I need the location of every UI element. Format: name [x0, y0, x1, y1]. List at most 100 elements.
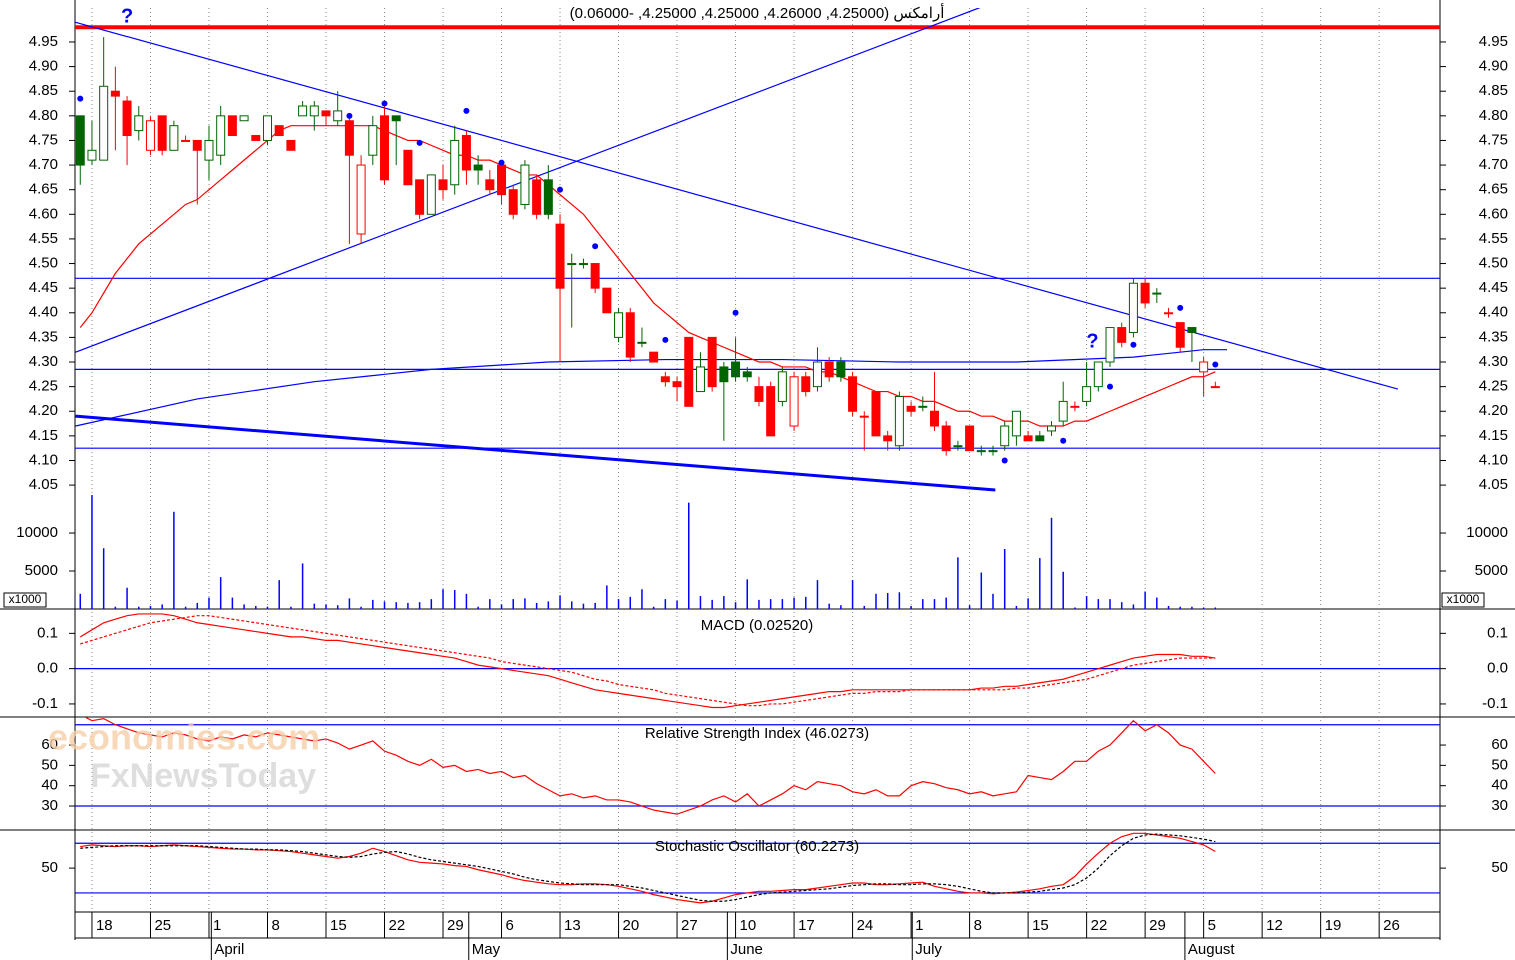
watermark: economies.com	[48, 717, 320, 758]
y-tick-label: 4.35	[1479, 328, 1508, 345]
candle-body	[602, 287, 612, 314]
y-tick-label: 40	[41, 777, 58, 794]
y-tick-label: 4.70	[1479, 156, 1508, 173]
annotation: ?	[121, 6, 133, 28]
y-tick-label: 4.90	[29, 58, 58, 75]
candle-body	[239, 115, 249, 122]
x-tick-label: 15	[330, 917, 347, 934]
candle-body	[344, 120, 354, 156]
panel	[79, 495, 1217, 609]
x-tick-label: 18	[96, 917, 113, 934]
candle-body	[1058, 400, 1068, 422]
candle-body	[812, 361, 822, 388]
y-tick-label: 4.30	[1479, 353, 1508, 370]
candle-body	[75, 115, 85, 166]
candle-body	[871, 391, 881, 437]
candle-body	[391, 115, 401, 122]
candle-body	[485, 179, 495, 191]
y-tick-label: 4.85	[1479, 82, 1508, 99]
fractal-dot	[1107, 383, 1114, 390]
candle-body	[883, 435, 893, 442]
candle-body	[672, 381, 682, 388]
y-tick-label: 0.0	[37, 660, 58, 677]
x-tick-label: 17	[798, 917, 815, 934]
y-tick-label: 0.1	[37, 624, 58, 641]
panel-title: MACD (0.02520)	[701, 617, 814, 634]
candle-body	[1035, 435, 1045, 442]
candle-body	[555, 223, 565, 289]
y-tick-label: 4.05	[1479, 476, 1508, 493]
y-tick-label: 4.70	[29, 156, 58, 173]
fractal-dot	[1060, 437, 1067, 444]
candle-body	[777, 371, 787, 402]
y-tick-label: 4.50	[29, 255, 58, 272]
y-tick-label: 4.95	[1479, 33, 1508, 50]
y-tick-label: 50	[41, 756, 58, 773]
x-tick-label: 1	[915, 917, 923, 934]
candle-body	[742, 371, 752, 378]
panel-title: Stochastic Oscillator (60.2273)	[655, 838, 859, 855]
fractal-dot	[1212, 361, 1219, 368]
month-label: June	[730, 941, 763, 958]
y-tick-label: 60	[1491, 736, 1508, 753]
y-tick-label: 50	[1491, 859, 1508, 876]
y-tick-label: 4.55	[29, 230, 58, 247]
panel	[75, 8, 1440, 492]
candle-body	[450, 139, 460, 186]
fractal-dot	[592, 243, 599, 250]
panel	[75, 613, 1440, 709]
candle-body	[1164, 312, 1174, 315]
candle-body	[274, 125, 284, 137]
y-tick-label: 5000	[25, 562, 58, 579]
y-tick-label: 4.75	[29, 131, 58, 148]
y-tick-label: 4.65	[29, 181, 58, 198]
candle-body	[824, 361, 834, 378]
candle-body	[532, 179, 542, 215]
x-tick-label: 25	[154, 917, 171, 934]
unit-label: x1000	[9, 592, 42, 606]
candle-body	[99, 85, 109, 161]
candle-body	[754, 386, 764, 402]
x-tick-label: 15	[1032, 917, 1049, 934]
indicator-line	[80, 832, 1216, 904]
x-tick-label: 22	[1091, 917, 1108, 934]
x-tick-label: 24	[857, 917, 874, 934]
y-tick-label: 4.65	[1479, 181, 1508, 198]
candle-body	[766, 386, 776, 437]
candle-body	[1093, 361, 1103, 388]
fractal-dot	[381, 100, 388, 107]
y-tick-label: 4.05	[29, 476, 58, 493]
x-tick-label: 19	[1325, 917, 1342, 934]
candle-body	[976, 450, 986, 453]
candle-body	[965, 425, 975, 452]
candle-body	[333, 110, 343, 122]
y-tick-label: 4.55	[1479, 230, 1508, 247]
y-tick-label: -0.1	[1482, 695, 1508, 712]
candle-body	[637, 341, 647, 344]
candle-body	[508, 189, 518, 215]
fractal-dot	[557, 186, 564, 193]
month-label: May	[472, 941, 501, 958]
candle-body	[953, 445, 963, 448]
y-tick-label: 4.25	[1479, 378, 1508, 395]
candle-body	[473, 164, 483, 171]
candle-body	[181, 139, 191, 142]
candle-body	[695, 366, 705, 393]
y-tick-label: 4.75	[1479, 131, 1508, 148]
candle-body	[1199, 361, 1209, 373]
y-tick-label: 4.80	[29, 107, 58, 124]
candle-body	[286, 139, 296, 151]
y-tick-label: 4.95	[29, 33, 58, 50]
trendline	[75, 349, 1228, 427]
candle-body	[894, 395, 904, 447]
y-tick-label: 5000	[1475, 562, 1508, 579]
candle-body	[1140, 282, 1150, 304]
fractal-dot	[346, 112, 353, 119]
y-tick-label: 30	[41, 797, 58, 814]
candle-body	[1070, 405, 1080, 408]
y-tick-label: 4.80	[1479, 107, 1508, 124]
y-tick-label: 4.40	[1479, 304, 1508, 321]
candle-body	[1000, 425, 1010, 447]
x-tick-label: 26	[1383, 917, 1400, 934]
candle-body	[1105, 327, 1115, 363]
